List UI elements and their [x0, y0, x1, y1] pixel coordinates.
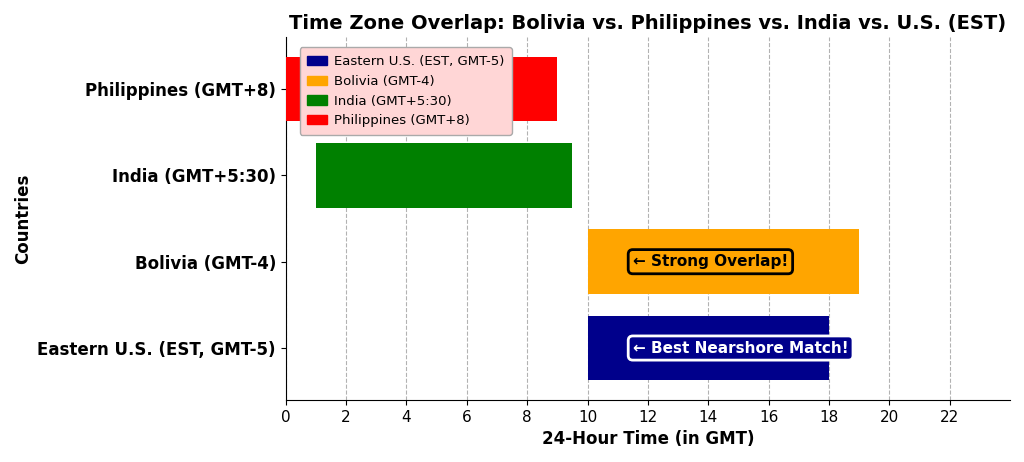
Bar — [588, 229, 859, 294]
Legend: Eastern U.S. (EST, GMT-5), Bolivia (GMT-4), India (GMT+5:30), Philippines (GMT+8: Eastern U.S. (EST, GMT-5), Bolivia (GMT-… — [299, 48, 512, 135]
Text: ← Strong Overlap!: ← Strong Overlap! — [633, 254, 788, 269]
Bar — [315, 143, 572, 208]
Text: ← Best Nearshore Match!: ← Best Nearshore Match! — [633, 340, 849, 356]
Y-axis label: Countries: Countries — [14, 173, 32, 264]
Bar — [286, 57, 557, 122]
Title: Time Zone Overlap: Bolivia vs. Philippines vs. India vs. U.S. (EST): Time Zone Overlap: Bolivia vs. Philippin… — [290, 14, 1007, 33]
Bar — [588, 316, 829, 380]
X-axis label: 24-Hour Time (in GMT): 24-Hour Time (in GMT) — [542, 430, 754, 448]
